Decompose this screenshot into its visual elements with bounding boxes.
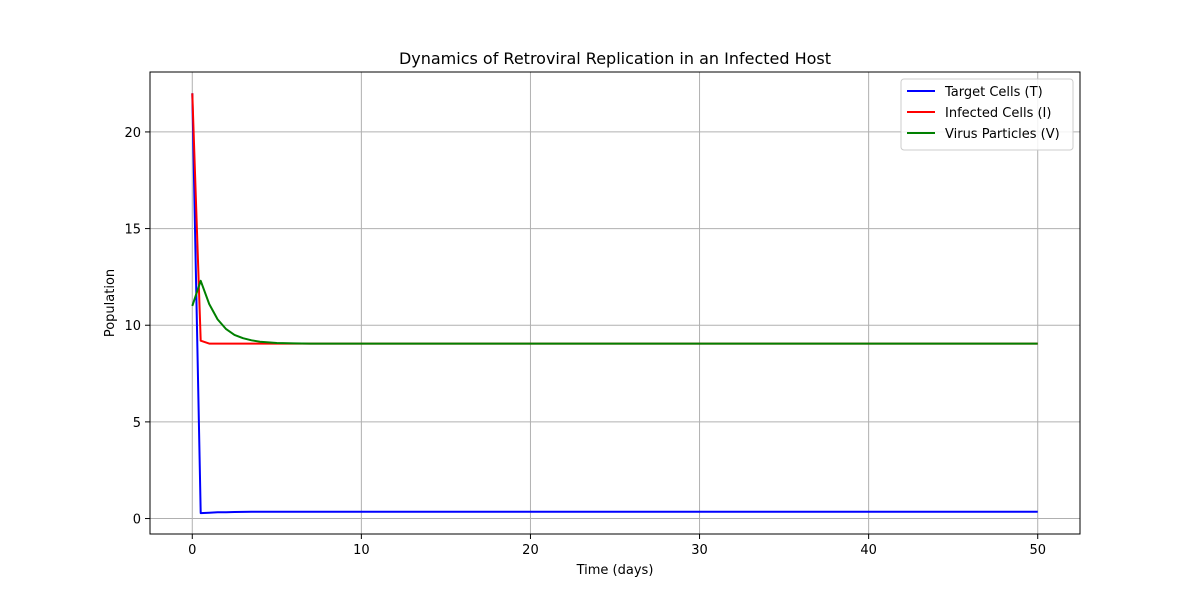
legend-label: Virus Particles (V) bbox=[945, 127, 1060, 142]
x-tick-label: 10 bbox=[353, 543, 370, 558]
legend: Target Cells (T) Infected Cells (I) Virus … bbox=[900, 78, 1074, 151]
y-tick-label: 0 bbox=[133, 513, 141, 528]
y-tick-label: 20 bbox=[124, 126, 141, 141]
plot-frame bbox=[149, 71, 1081, 535]
chart-title: Dynamics of Retroviral Replication in an… bbox=[399, 49, 831, 68]
y-tick-label: 5 bbox=[133, 416, 141, 431]
x-tick-label: 40 bbox=[860, 543, 877, 558]
series-line-0 bbox=[191, 93, 1038, 515]
y-axis-label: Population bbox=[103, 269, 118, 337]
x-tick-label: 20 bbox=[522, 543, 539, 558]
legend-label: Infected Cells (I) bbox=[945, 106, 1051, 121]
y-tick-label: 15 bbox=[124, 223, 141, 238]
series-lines bbox=[191, 93, 1038, 515]
x-axis-label: Time (days) bbox=[576, 563, 654, 578]
x-tick-label: 50 bbox=[1029, 543, 1046, 558]
legend-label: Target Cells (T) bbox=[944, 85, 1043, 100]
y-tick-label: 10 bbox=[124, 319, 141, 334]
series-line-2 bbox=[191, 279, 1038, 345]
legend-box bbox=[900, 78, 1074, 151]
axis-ticks: 0 10 20 30 40 50 0 5 10 15 20 bbox=[124, 126, 1046, 558]
x-tick-label: 0 bbox=[188, 543, 196, 558]
x-tick-label: 30 bbox=[691, 543, 708, 558]
